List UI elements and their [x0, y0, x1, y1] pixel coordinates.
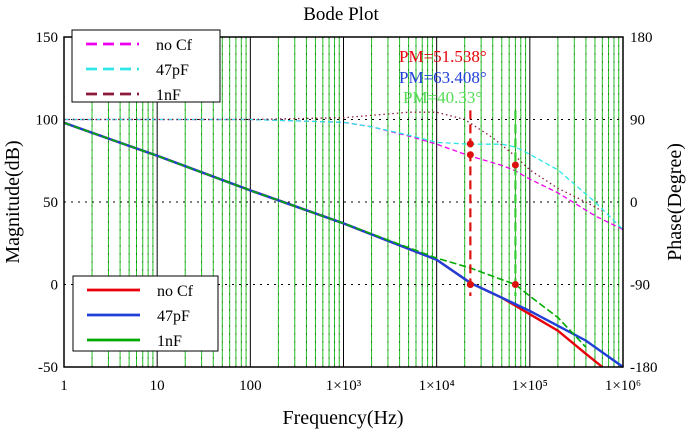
- magnitude-legend-box: [72, 275, 219, 352]
- magnitude-legend-label: 1nF: [157, 333, 182, 350]
- x-tick-label: 1×10⁶: [605, 378, 641, 394]
- phase-legend-label: 47pF: [156, 62, 189, 79]
- x-axis-label: Frequency(Hz): [282, 407, 403, 429]
- y-left-tick-label: 100: [36, 113, 59, 129]
- y-right-tick-label: 0: [630, 195, 638, 211]
- pm-annotation: PM=40.33°: [403, 88, 482, 107]
- pm-phase-point: [466, 151, 474, 159]
- x-tick-label: 1×10³: [326, 378, 362, 394]
- phase-legend-label: 1nF: [156, 87, 181, 104]
- x-tick-label: 1×10⁵: [512, 378, 548, 394]
- chart-title: Bode Plot: [303, 4, 379, 25]
- pm-phase-point: [511, 161, 519, 169]
- x-tick-label: 10: [150, 378, 165, 394]
- y-left-tick-label: 0: [51, 278, 59, 294]
- phase-line-3: [64, 111, 603, 212]
- pm-phase-point: [466, 140, 474, 148]
- pm-annotation: PM=63.408°: [399, 68, 487, 87]
- y-right-tick-label: 90: [630, 113, 645, 129]
- y-right-tick-label: -180: [630, 360, 658, 376]
- phase-legend-box: [71, 29, 221, 103]
- phase-legend-label: no Cf: [156, 37, 193, 54]
- pm-magnitude-point: [511, 281, 519, 288]
- y-left-tick-label: 150: [36, 30, 59, 46]
- pm-annotation: PM=51.538°: [399, 47, 487, 66]
- x-tick-label: 100: [239, 378, 262, 394]
- y-left-tick-label: -50: [38, 360, 58, 376]
- y-left-tick-label: 50: [43, 195, 58, 211]
- magnitude-legend-label: 47pF: [157, 308, 190, 325]
- x-tick-label: 1: [60, 378, 68, 394]
- y-right-tick-label: 180: [630, 30, 653, 46]
- y-axis-right-label: Phase(Degree): [664, 143, 686, 261]
- pm-magnitude-point: [466, 281, 474, 288]
- y-axis-left-label: Magnitude(dB): [2, 140, 24, 263]
- x-tick-label: 1×10⁴: [419, 378, 455, 394]
- y-right-tick-label: -90: [630, 278, 650, 294]
- plot-frame: [63, 36, 624, 368]
- magnitude-legend-label: no Cf: [157, 283, 194, 300]
